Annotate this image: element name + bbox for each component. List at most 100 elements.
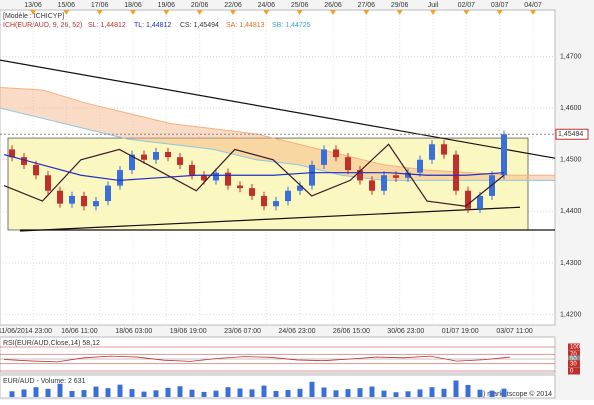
x-tick-label: 18/06 03:00 <box>115 328 152 335</box>
top-date-label: Juil <box>428 2 439 9</box>
top-date-label: 18/06 <box>124 2 142 9</box>
top-date-label: 29/06 <box>391 2 409 9</box>
y-tick-label: 1,4600 <box>560 105 582 112</box>
session-marker <box>196 10 203 15</box>
candle-body <box>129 154 135 171</box>
candle-body <box>273 201 279 207</box>
candle-body <box>105 185 111 202</box>
rsi-tick-box <box>568 355 580 363</box>
trendline <box>19 206 521 232</box>
session-marker <box>530 10 536 15</box>
top-date-label: 27/06 <box>358 2 376 9</box>
candle-body <box>309 164 315 186</box>
volume-bar <box>69 390 75 397</box>
volume-bar <box>201 391 207 397</box>
candle-body <box>429 144 435 160</box>
candle-body <box>333 149 339 158</box>
x-tick-label: 03/07 11:00 <box>496 328 533 335</box>
indicator-line <box>3 154 505 182</box>
volume-bar <box>21 389 27 397</box>
session-marker <box>396 10 403 15</box>
indicator-value: TL: 1,44812 <box>134 22 171 29</box>
top-date-label: 25/06 <box>291 2 309 9</box>
candle-body <box>189 164 195 176</box>
x-tick-label: 23/06 07:00 <box>224 328 261 335</box>
top-date-label: 24/06 <box>258 2 276 9</box>
volume-bar <box>417 389 423 397</box>
volume-bar <box>501 388 507 397</box>
candle-body <box>381 175 387 191</box>
volume-bar <box>381 390 387 397</box>
volume-bar <box>489 390 495 397</box>
trendline <box>0 59 556 159</box>
volume-bar <box>93 386 99 397</box>
indicator-value: SA: 1,44813 <box>226 22 265 29</box>
volume-bar <box>309 381 315 397</box>
x-tick-label: 19/06 19:00 <box>170 328 207 335</box>
y-tick-label: 1,4300 <box>560 260 582 267</box>
candle-body <box>345 157 351 171</box>
volume-panel <box>0 374 556 399</box>
session-marker <box>363 10 370 15</box>
candle-body <box>165 152 171 158</box>
volume-bar <box>261 385 267 397</box>
candle-body <box>465 190 471 209</box>
candle-body <box>405 172 411 178</box>
cloud-span <box>0 107 555 181</box>
rsi-tick-box <box>568 343 580 351</box>
candle-body <box>33 164 39 176</box>
rsi-tick-label: 50 <box>570 357 577 363</box>
rsi-tick-label: 0 <box>570 369 574 375</box>
session-marker <box>30 10 36 15</box>
volume-bar <box>393 392 399 397</box>
rsi-tick-label: 30 <box>570 361 577 367</box>
top-date-label: 19/06 <box>158 2 176 9</box>
volume-bar <box>285 390 291 397</box>
volume-bar <box>321 387 327 397</box>
x-tick-label: 26/06 15:00 <box>333 328 370 335</box>
volume-bar <box>81 390 87 397</box>
session-marker <box>430 10 436 15</box>
top-date-label: 22/06 <box>224 2 242 9</box>
session-marker <box>163 10 170 15</box>
volume-bar <box>213 390 219 397</box>
candle-body <box>285 190 291 202</box>
x-tick-label: 16/06 11:00 <box>61 328 98 335</box>
indicator-label: ICH(EUR/AUD, 9, 26, 52) <box>3 22 82 29</box>
candle-body <box>117 170 123 186</box>
volume-bar <box>45 388 51 397</box>
session-marker <box>296 10 303 15</box>
indicator-value: SB: 1,44725 <box>272 22 311 29</box>
volume-label: EUR/AUD - Volume: 2 631 <box>3 378 86 385</box>
rsi-tick-label: 70 <box>570 352 577 358</box>
y-tick-label: 1,4400 <box>560 208 582 215</box>
indicator-value: CS: 1,45494 <box>180 22 219 29</box>
session-marker <box>63 10 70 15</box>
indicator-line <box>3 143 505 207</box>
volume-bar <box>33 387 39 397</box>
x-tick-label: 24/06 23:00 <box>279 328 316 335</box>
candle-body <box>321 149 327 165</box>
cloud-span <box>0 86 555 176</box>
volume-bar <box>249 389 255 397</box>
candle-body <box>213 172 219 181</box>
candle-body <box>45 175 51 191</box>
rsi-line <box>3 355 511 363</box>
x-tick-label: 11/06/2014 23:00 <box>0 328 52 335</box>
top-date-label: 03/07 <box>491 2 509 9</box>
volume-bar <box>153 390 159 397</box>
volume-bar <box>225 387 231 397</box>
top-date-label: 17/06 <box>91 2 109 9</box>
candle-body <box>249 188 255 196</box>
candle-body <box>93 201 99 207</box>
top-date-label: 26/06 <box>324 2 342 9</box>
candle-body <box>9 149 15 158</box>
session-marker <box>130 10 136 15</box>
top-date-label: 20/06 <box>191 2 209 9</box>
last-price-box <box>555 128 589 140</box>
top-date-label: 13/06 <box>24 2 42 9</box>
session-marker <box>330 10 336 15</box>
volume-bar <box>369 386 375 397</box>
volume-bar <box>465 384 471 397</box>
